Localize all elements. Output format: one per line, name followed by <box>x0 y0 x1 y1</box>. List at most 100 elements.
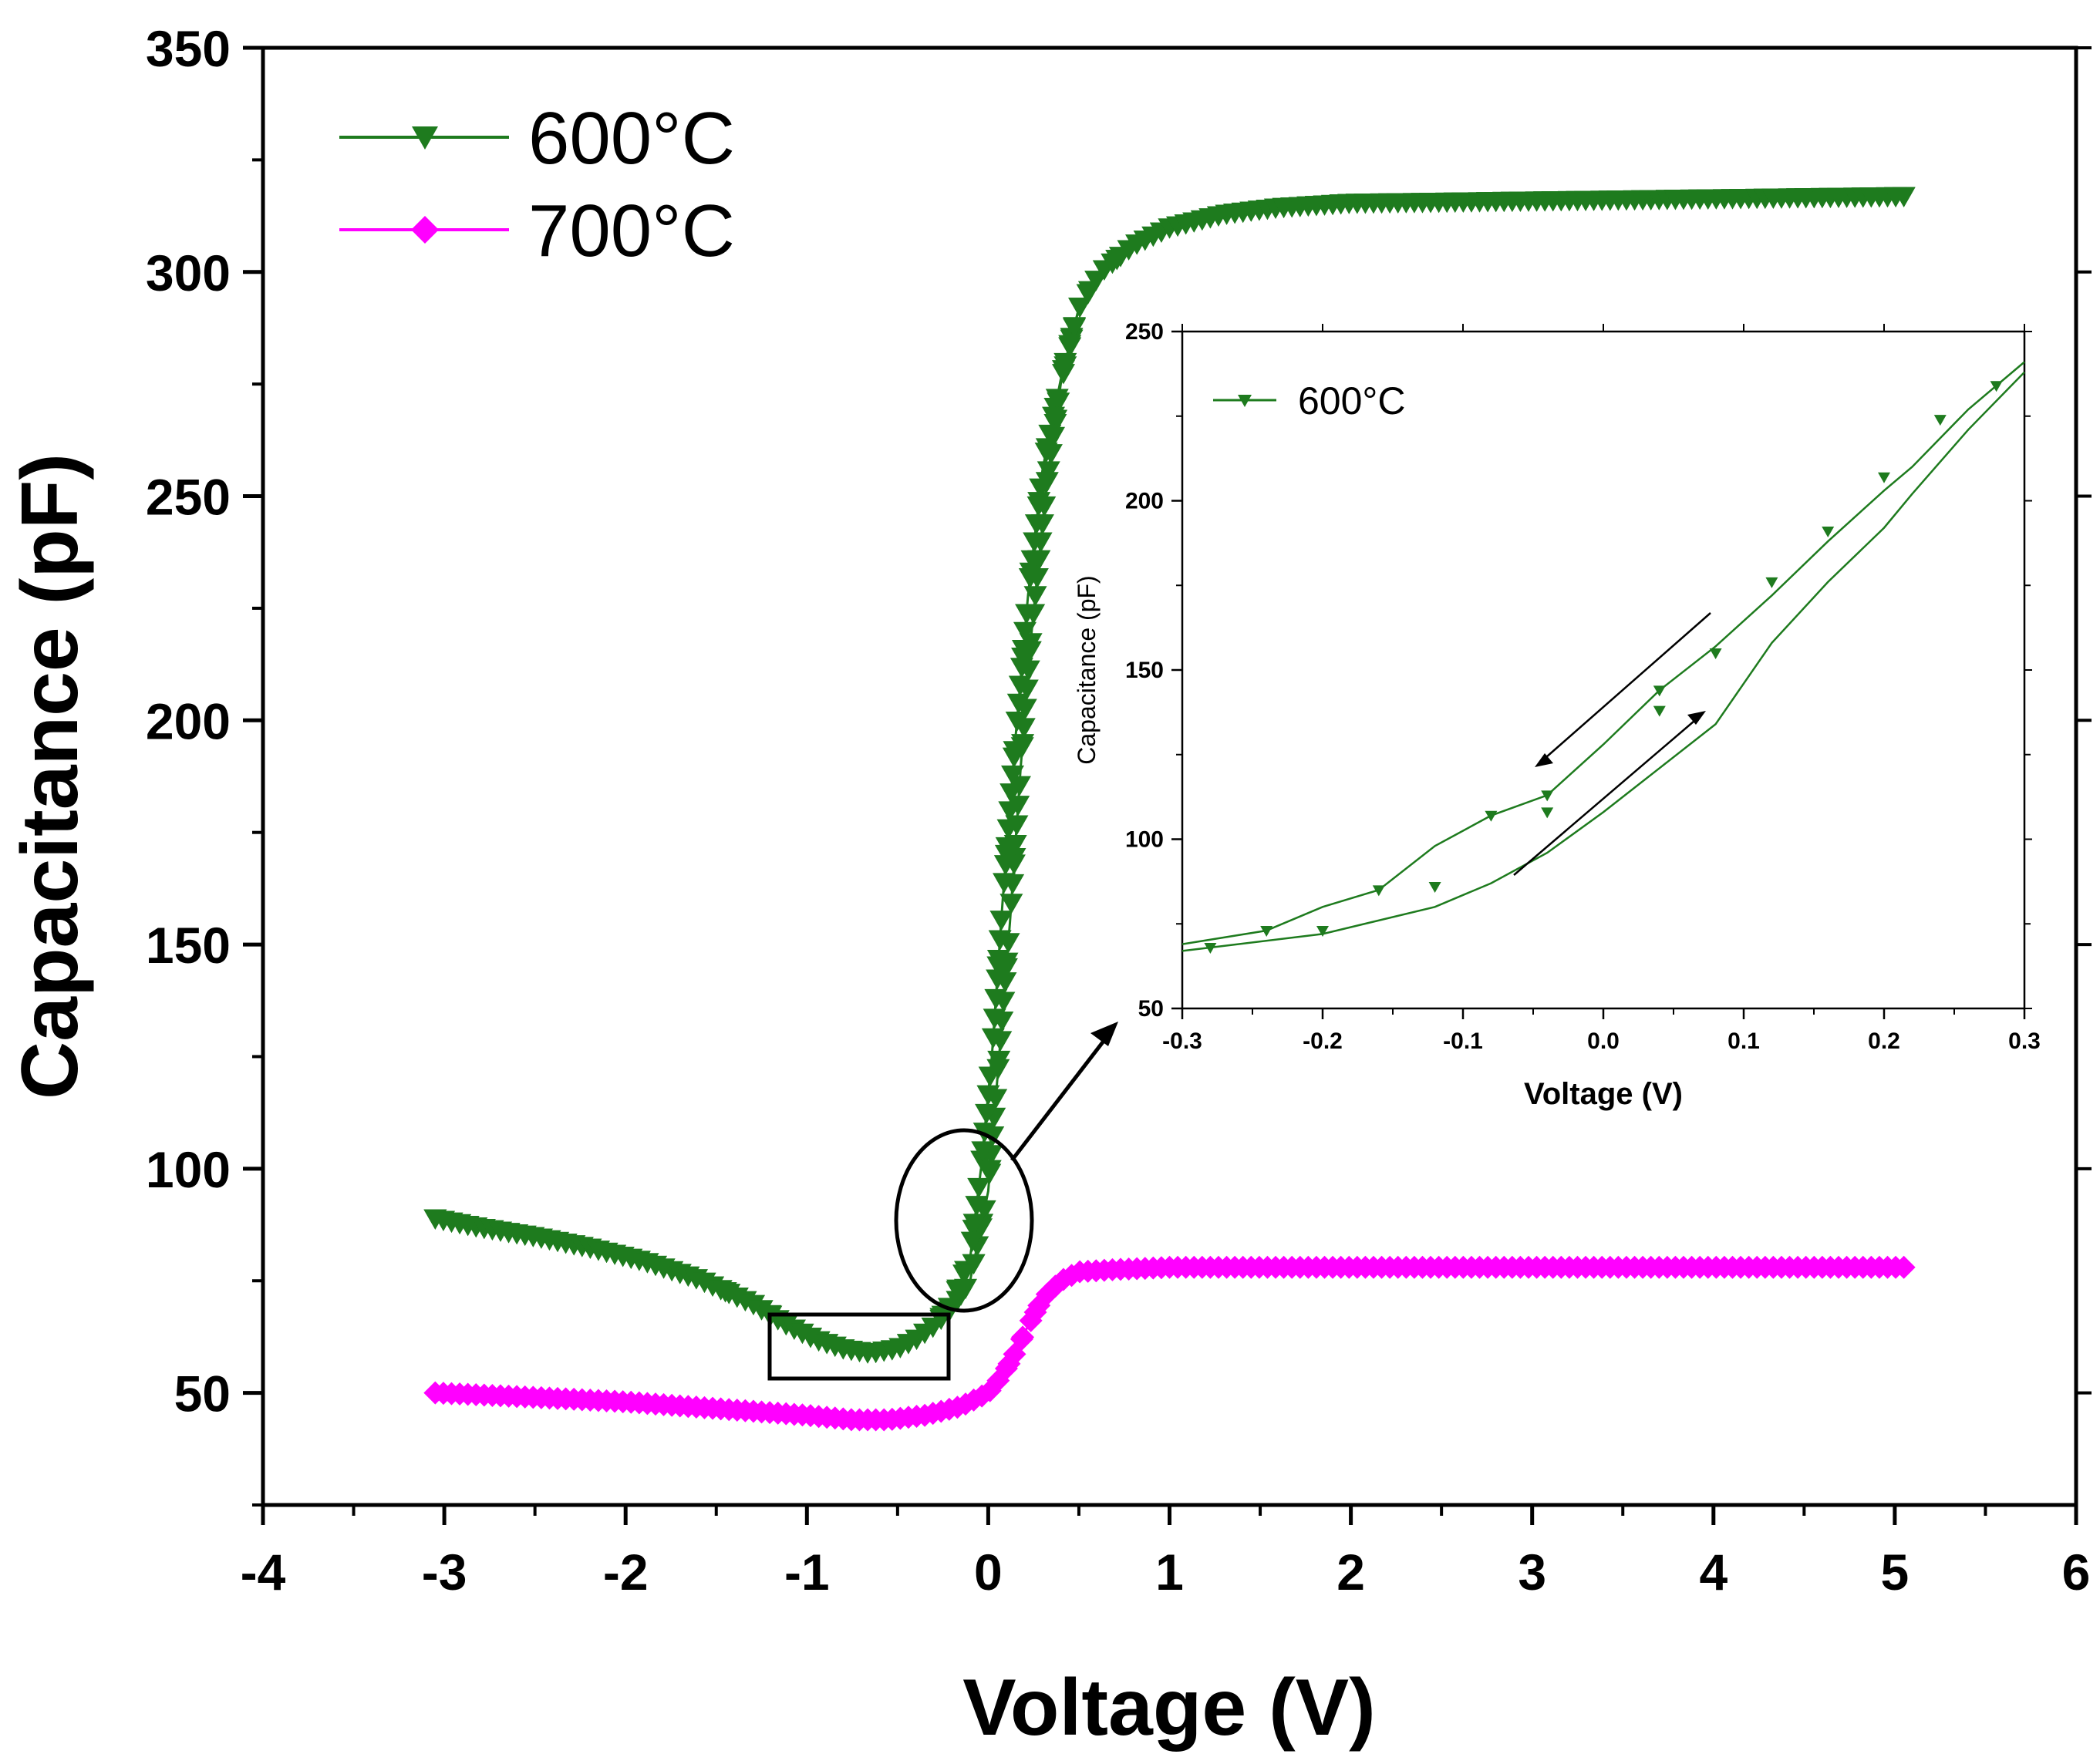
main-y-tick-label: 350 <box>146 20 231 77</box>
series-marker-600-c <box>1010 658 1033 678</box>
main-y-axis: 50 100 150 200 250 300 350 <box>146 20 2092 1507</box>
series-marker-600-c <box>999 894 1023 914</box>
zoom-arrow-shaft <box>1010 1028 1114 1162</box>
main-x-tick-label: -2 <box>603 1544 649 1601</box>
series-marker-600-c <box>946 1279 970 1300</box>
inset-series-marker <box>1765 577 1778 588</box>
series-marker-600-c <box>978 1066 1002 1087</box>
series-marker-600-c <box>1026 496 1050 517</box>
inset-series-marker <box>1653 705 1666 717</box>
series-marker-600-c <box>1037 461 1060 482</box>
main-y-tick-label: 50 <box>174 1365 231 1422</box>
series-marker-600-c <box>1058 335 1082 355</box>
series-marker-600-c <box>998 801 1022 822</box>
series-marker-600-c <box>1015 604 1039 625</box>
series-marker-600-c <box>981 1028 1005 1049</box>
series-marker-600-c <box>987 1050 1011 1072</box>
inset-y-tick-label: 100 <box>1125 827 1164 853</box>
series-marker-600-c <box>989 911 1013 931</box>
inset-series-marker <box>1541 807 1554 819</box>
series-marker-600-c <box>995 837 1019 858</box>
inset-series-marker <box>1485 810 1498 822</box>
main-y-tick-label: 200 <box>146 692 231 749</box>
inset-y-tick-label: 200 <box>1125 489 1164 514</box>
main-y-axis-title: Capacitance (pF) <box>5 453 95 1099</box>
series-marker-600-c <box>967 1177 991 1199</box>
series-marker-600-c <box>993 873 1016 894</box>
reverse-sweep-arrow-shaft <box>1546 612 1711 758</box>
main-x-axis-title: Voltage (V) <box>962 1663 1375 1752</box>
main-x-axis: -4 -3 -2 -1 0 1 2 3 4 5 6 <box>241 1505 2091 1601</box>
series-marker-600-c <box>971 1141 995 1162</box>
series-marker-600-c <box>1034 443 1058 463</box>
inset-x-tick-label: 0.1 <box>1728 1028 1760 1054</box>
inset-legend: 600°C <box>1213 379 1406 423</box>
main-x-tick-label: 2 <box>1337 1544 1365 1601</box>
main-x-tick-label: 6 <box>2062 1544 2091 1601</box>
series-marker-600-c <box>1005 712 1029 732</box>
inset-series-marker <box>1372 885 1385 897</box>
legend-label-600c: 600°C <box>528 97 735 180</box>
series-marker-600-c <box>1008 675 1032 696</box>
legend-marker-600c <box>412 126 438 150</box>
series-marker-600-c <box>993 855 1017 876</box>
inset-series-marker <box>1653 685 1666 697</box>
series-marker-600-c <box>975 1103 999 1125</box>
legend-label-700c: 700°C <box>528 190 735 272</box>
zoom-arrow-head <box>1090 1022 1118 1046</box>
series-marker-600-c <box>1042 406 1066 427</box>
series-marker-700-c <box>1023 1300 1047 1324</box>
series-marker-600-c <box>976 1085 1000 1106</box>
main-x-tick-label: 3 <box>1518 1544 1546 1601</box>
series-marker-600-c <box>1011 640 1035 661</box>
series-marker-700-c <box>1892 1255 1916 1279</box>
legend-marker-700c <box>411 216 439 244</box>
series-marker-600-c <box>1002 747 1026 768</box>
series-marker-600-c <box>986 950 1010 971</box>
inset-series-marker <box>1709 648 1722 660</box>
inset-x-tick-label: -0.2 <box>1303 1028 1343 1054</box>
inset-series-line-reverse <box>1181 361 2025 945</box>
main-x-tick-label: 0 <box>974 1544 1003 1601</box>
inset-x-tick-label: -0.3 <box>1162 1028 1202 1054</box>
forward-sweep-arrow-head <box>1687 711 1706 725</box>
series-marker-600-c <box>978 1163 1002 1184</box>
inset-series-marker <box>1822 527 1835 538</box>
inset-y-tick-label: 50 <box>1138 996 1164 1022</box>
inset-x-axis: -0.3 -0.2 -0.1 0.0 0.1 0.2 0.3 <box>1162 324 2041 1054</box>
series-marker-700-c <box>1010 1327 1033 1351</box>
inset-x-tick-label: -0.1 <box>1443 1028 1483 1054</box>
zoom-region-ellipse <box>894 1128 1034 1313</box>
main-plot: -4 -3 -2 -1 0 1 2 3 4 5 6 50 100 150 200 250 300 350 Vol… <box>5 20 2092 1752</box>
series-marker-600-c <box>713 1282 737 1303</box>
series-marker-600-c <box>1006 693 1030 715</box>
series-marker-600-c <box>1023 532 1047 553</box>
main-legend: 600°C 700°C <box>339 97 735 272</box>
series-marker-600-c <box>1045 389 1069 409</box>
inset-y-tick-label: 150 <box>1125 658 1164 683</box>
series-marker-600-c <box>1023 586 1047 607</box>
inset-x-tick-label: 0.0 <box>1587 1028 1620 1054</box>
inset-series-marker <box>1933 415 1947 426</box>
inset-y-tick-label: 250 <box>1125 319 1164 345</box>
series-marker-600-c <box>1013 621 1037 642</box>
main-x-tick-label: -4 <box>241 1544 286 1601</box>
series-marker-600-c <box>999 783 1023 804</box>
series-marker-600-c <box>1078 281 1102 302</box>
series-marker-600-c <box>962 1254 986 1274</box>
inset-y-axis-title: Capacitance (pF) <box>1073 575 1101 764</box>
series-marker-600-c <box>1053 352 1077 374</box>
series-marker-600-c <box>996 819 1020 840</box>
forward-sweep-arrow-shaft <box>1513 720 1695 876</box>
inset-series-marker <box>1878 472 1890 483</box>
main-x-tick-label: 4 <box>1699 1544 1728 1601</box>
minimum-highlight-box <box>767 1312 951 1381</box>
series-marker-600-c <box>1020 550 1044 571</box>
inset-series-marker <box>1541 790 1554 802</box>
inset-legend-marker <box>1238 395 1252 407</box>
inset-series-line-forward <box>1181 371 2025 952</box>
series-marker-600-c <box>962 1214 986 1234</box>
series-marker-700-c <box>997 1352 1021 1375</box>
inset-x-axis-title: Voltage (V) <box>1524 1077 1683 1111</box>
series-marker-600-c <box>1029 478 1053 499</box>
